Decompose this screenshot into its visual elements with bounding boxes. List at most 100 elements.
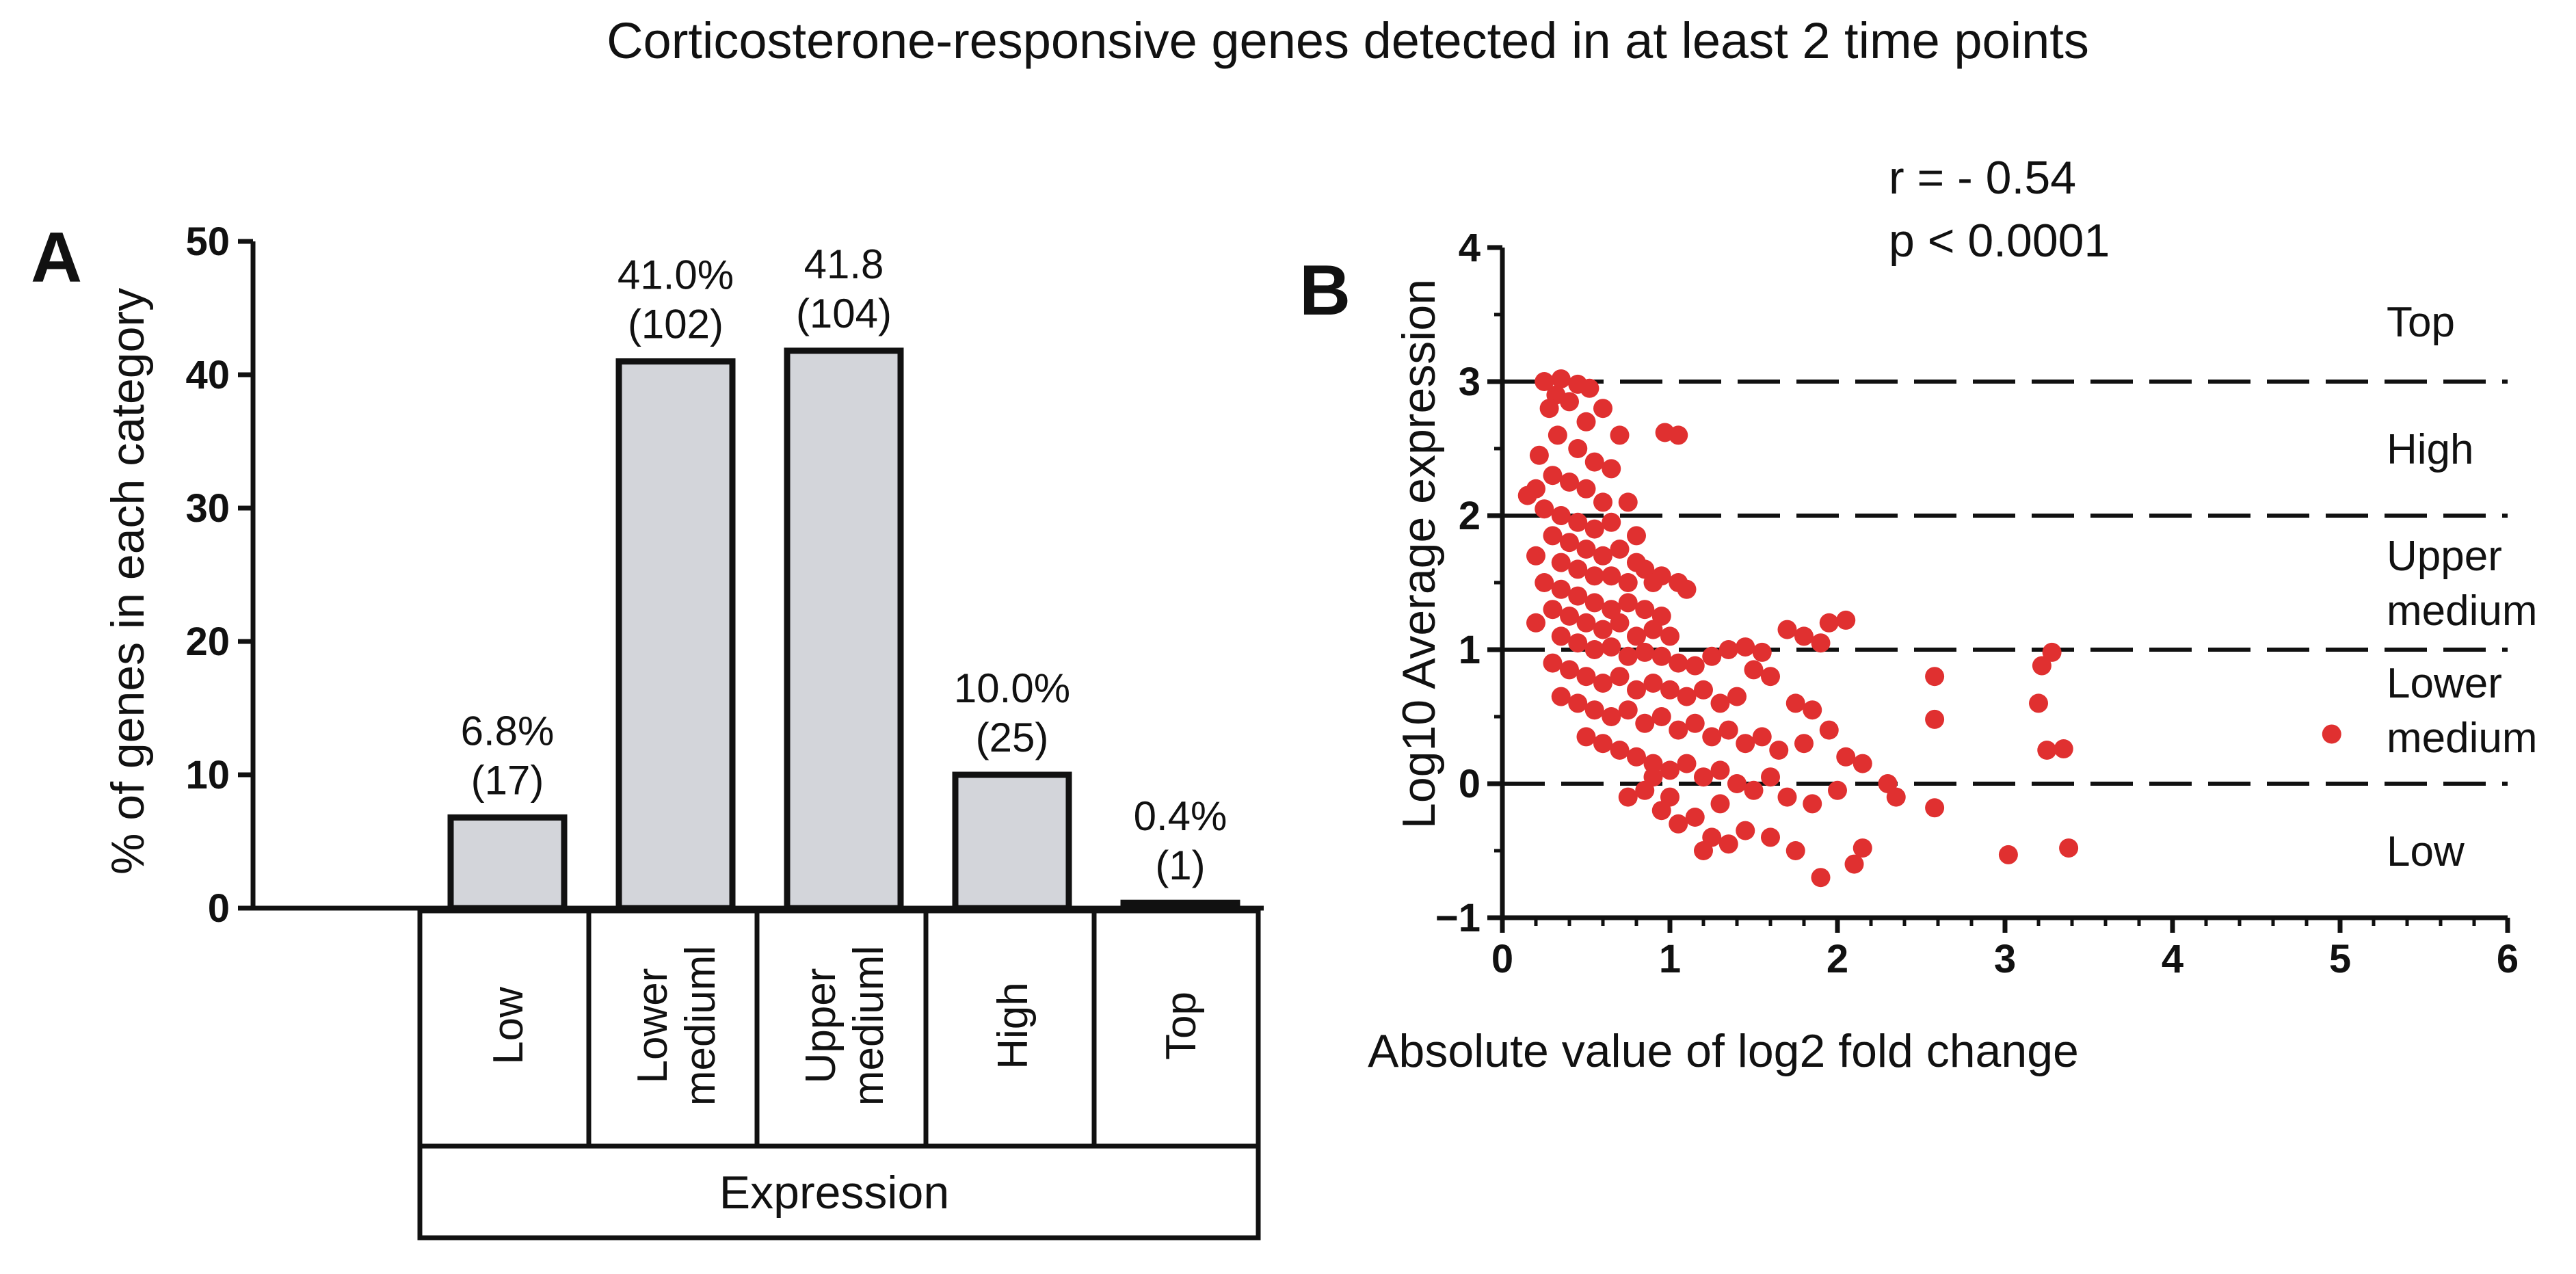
panel-b-data-point	[2054, 739, 2073, 759]
panel-b-data-point	[1529, 445, 1549, 465]
panel-b-letter: B	[1299, 251, 1351, 330]
panel-b-data-point	[1677, 579, 1697, 599]
panel-b-data-point	[1785, 841, 1805, 860]
panel-a-bar-percent-label: 41.0%	[618, 252, 734, 298]
panel-b-data-point	[1685, 713, 1705, 733]
panel-b-data-point	[1660, 760, 1679, 780]
panel-b-data-point	[1727, 774, 1747, 793]
panel-b-data-point	[1576, 479, 1596, 499]
panel-b-data-point	[1627, 747, 1646, 767]
panel-b-data-point	[1560, 533, 1579, 553]
panel-b-data-point	[1853, 754, 1872, 773]
panel-b-data-point	[1610, 425, 1630, 445]
panel-b-data-point	[1736, 637, 1755, 657]
panel-b-data-point	[1744, 780, 1764, 800]
panel-b-band-label: High	[2387, 426, 2474, 473]
panel-b-x-tick-label: 4	[2162, 937, 2183, 981]
panel-b-data-point	[1777, 787, 1797, 807]
panel-b-data-point	[1811, 868, 1831, 888]
panel-b-data-point	[1602, 566, 1621, 586]
panel-b-data-point	[1685, 808, 1705, 827]
panel-a-bar	[952, 771, 1072, 912]
panel-b-data-point	[1651, 707, 1671, 726]
panel-b-data-point	[1660, 626, 1679, 646]
panel-b-data-point	[1568, 559, 1588, 579]
panel-a-x-axis-title: Expression	[719, 1167, 949, 1219]
panel-b-data-point	[1584, 519, 1604, 539]
panel-b-data-point	[1669, 814, 1688, 834]
panel-b-data-point	[1560, 607, 1579, 626]
panel-a-y-axis-title: % of genes in each category	[102, 288, 154, 875]
panel-b-data-point	[1535, 372, 1554, 391]
panel-b-points	[1517, 369, 2341, 888]
panel-b-data-point	[1602, 512, 1621, 532]
panel-b-x-tick-label: 0	[1491, 937, 1513, 981]
panel-b-data-point	[1761, 827, 1780, 847]
panel-b-data-point	[1651, 646, 1671, 666]
panel-b-data-point	[1769, 741, 1789, 760]
panel-b-data-point	[1627, 526, 1646, 546]
panel-a-bar-labels: 6.8%(17) 41.0%(102) 41.8(104) 10.0%(25) 0.4%…	[461, 241, 1227, 888]
panel-b-data-point	[1819, 613, 1839, 633]
panel-b-data-point	[1618, 700, 1638, 720]
panel-b-data-point	[1736, 734, 1755, 754]
panel-a-bar-count-label: (1)	[1155, 842, 1205, 888]
panel-b-data-point	[1576, 727, 1596, 747]
panel-b-data-point	[1560, 392, 1579, 412]
panel-b-data-point	[1551, 506, 1571, 525]
panel-b-data-point	[1643, 754, 1663, 773]
panel-b-data-point	[2322, 724, 2341, 744]
panel-b-data-point	[1669, 720, 1688, 740]
panel-b-data-point	[1593, 674, 1612, 693]
panel-a-category-label: mediuml	[677, 946, 724, 1106]
panel-b-data-point	[2032, 656, 2051, 676]
panel-a-bar	[784, 347, 904, 912]
panel-b-data-point	[1635, 780, 1655, 800]
panel-b-data-point	[1694, 767, 1713, 787]
panel-b-data-point	[1803, 700, 1822, 720]
panel-b-data-point	[1593, 546, 1612, 566]
panel-b-data-point	[1610, 667, 1630, 687]
panel-a-category-box: Low Lower mediuml Upper mediuml High Top	[417, 908, 1261, 1240]
panel-b-data-point	[1718, 640, 1738, 659]
panel-b-data-point	[1761, 667, 1780, 687]
panel-b-data-point	[1710, 760, 1730, 780]
panel-b-data-point	[1543, 466, 1563, 486]
panel-b-band-label: medium	[2387, 715, 2538, 762]
panel-b-data-point	[1702, 646, 1722, 666]
panel-b-data-point	[1828, 780, 1847, 800]
panel-b-data-point	[1593, 620, 1612, 639]
panel-a-category-label: High	[990, 982, 1037, 1070]
panel-a-bar-chart: A 0 10 20 30 40 50 6.8%(17) 41.0%(102) 41.8(104…	[31, 218, 1264, 1240]
panel-b-data-point	[1560, 473, 1579, 492]
panel-b-data-point	[1543, 600, 1563, 620]
panel-a-bar-percent-label: 6.8%	[461, 708, 555, 754]
panel-b-data-point	[1610, 741, 1630, 760]
panel-a-y-tick-label: 10	[185, 753, 230, 797]
panel-b-x-tick-label: 1	[1659, 937, 1681, 981]
panel-b-data-point	[1727, 687, 1747, 706]
panel-b-data-point	[1618, 787, 1638, 807]
panel-b-data-point	[1568, 693, 1588, 713]
panel-b-data-point	[1535, 573, 1554, 592]
panel-b-band-labels: Top High Upper medium Lower medium Low	[2387, 299, 2538, 875]
panel-b-y-tick-label: 1	[1459, 628, 1480, 672]
panel-b-data-point	[1651, 566, 1671, 586]
panel-b-band-label: Top	[2387, 299, 2455, 346]
panel-a-category-label: mediuml	[845, 946, 892, 1106]
panel-a-bar	[447, 814, 568, 912]
panel-b-y-tick-label: 0	[1459, 762, 1480, 806]
panel-a-bar	[1120, 899, 1240, 912]
panel-b-data-point	[1744, 660, 1764, 680]
panel-a-bar-percent-label: 0.4%	[1134, 793, 1227, 839]
panel-b-data-point	[1660, 680, 1679, 700]
panel-b-data-point	[1736, 821, 1755, 840]
panel-b-band-label: Upper	[2387, 533, 2502, 580]
panel-b-band-label: medium	[2387, 587, 2538, 635]
figure-title: Corticosterone-responsive genes detected…	[607, 12, 2089, 69]
panel-b-data-point	[1925, 667, 1945, 687]
panel-b-data-point	[1635, 642, 1655, 662]
panel-a-y-tick-label: 40	[185, 353, 230, 397]
panel-b-data-point	[1551, 553, 1571, 572]
panel-b-data-point	[1584, 566, 1604, 586]
